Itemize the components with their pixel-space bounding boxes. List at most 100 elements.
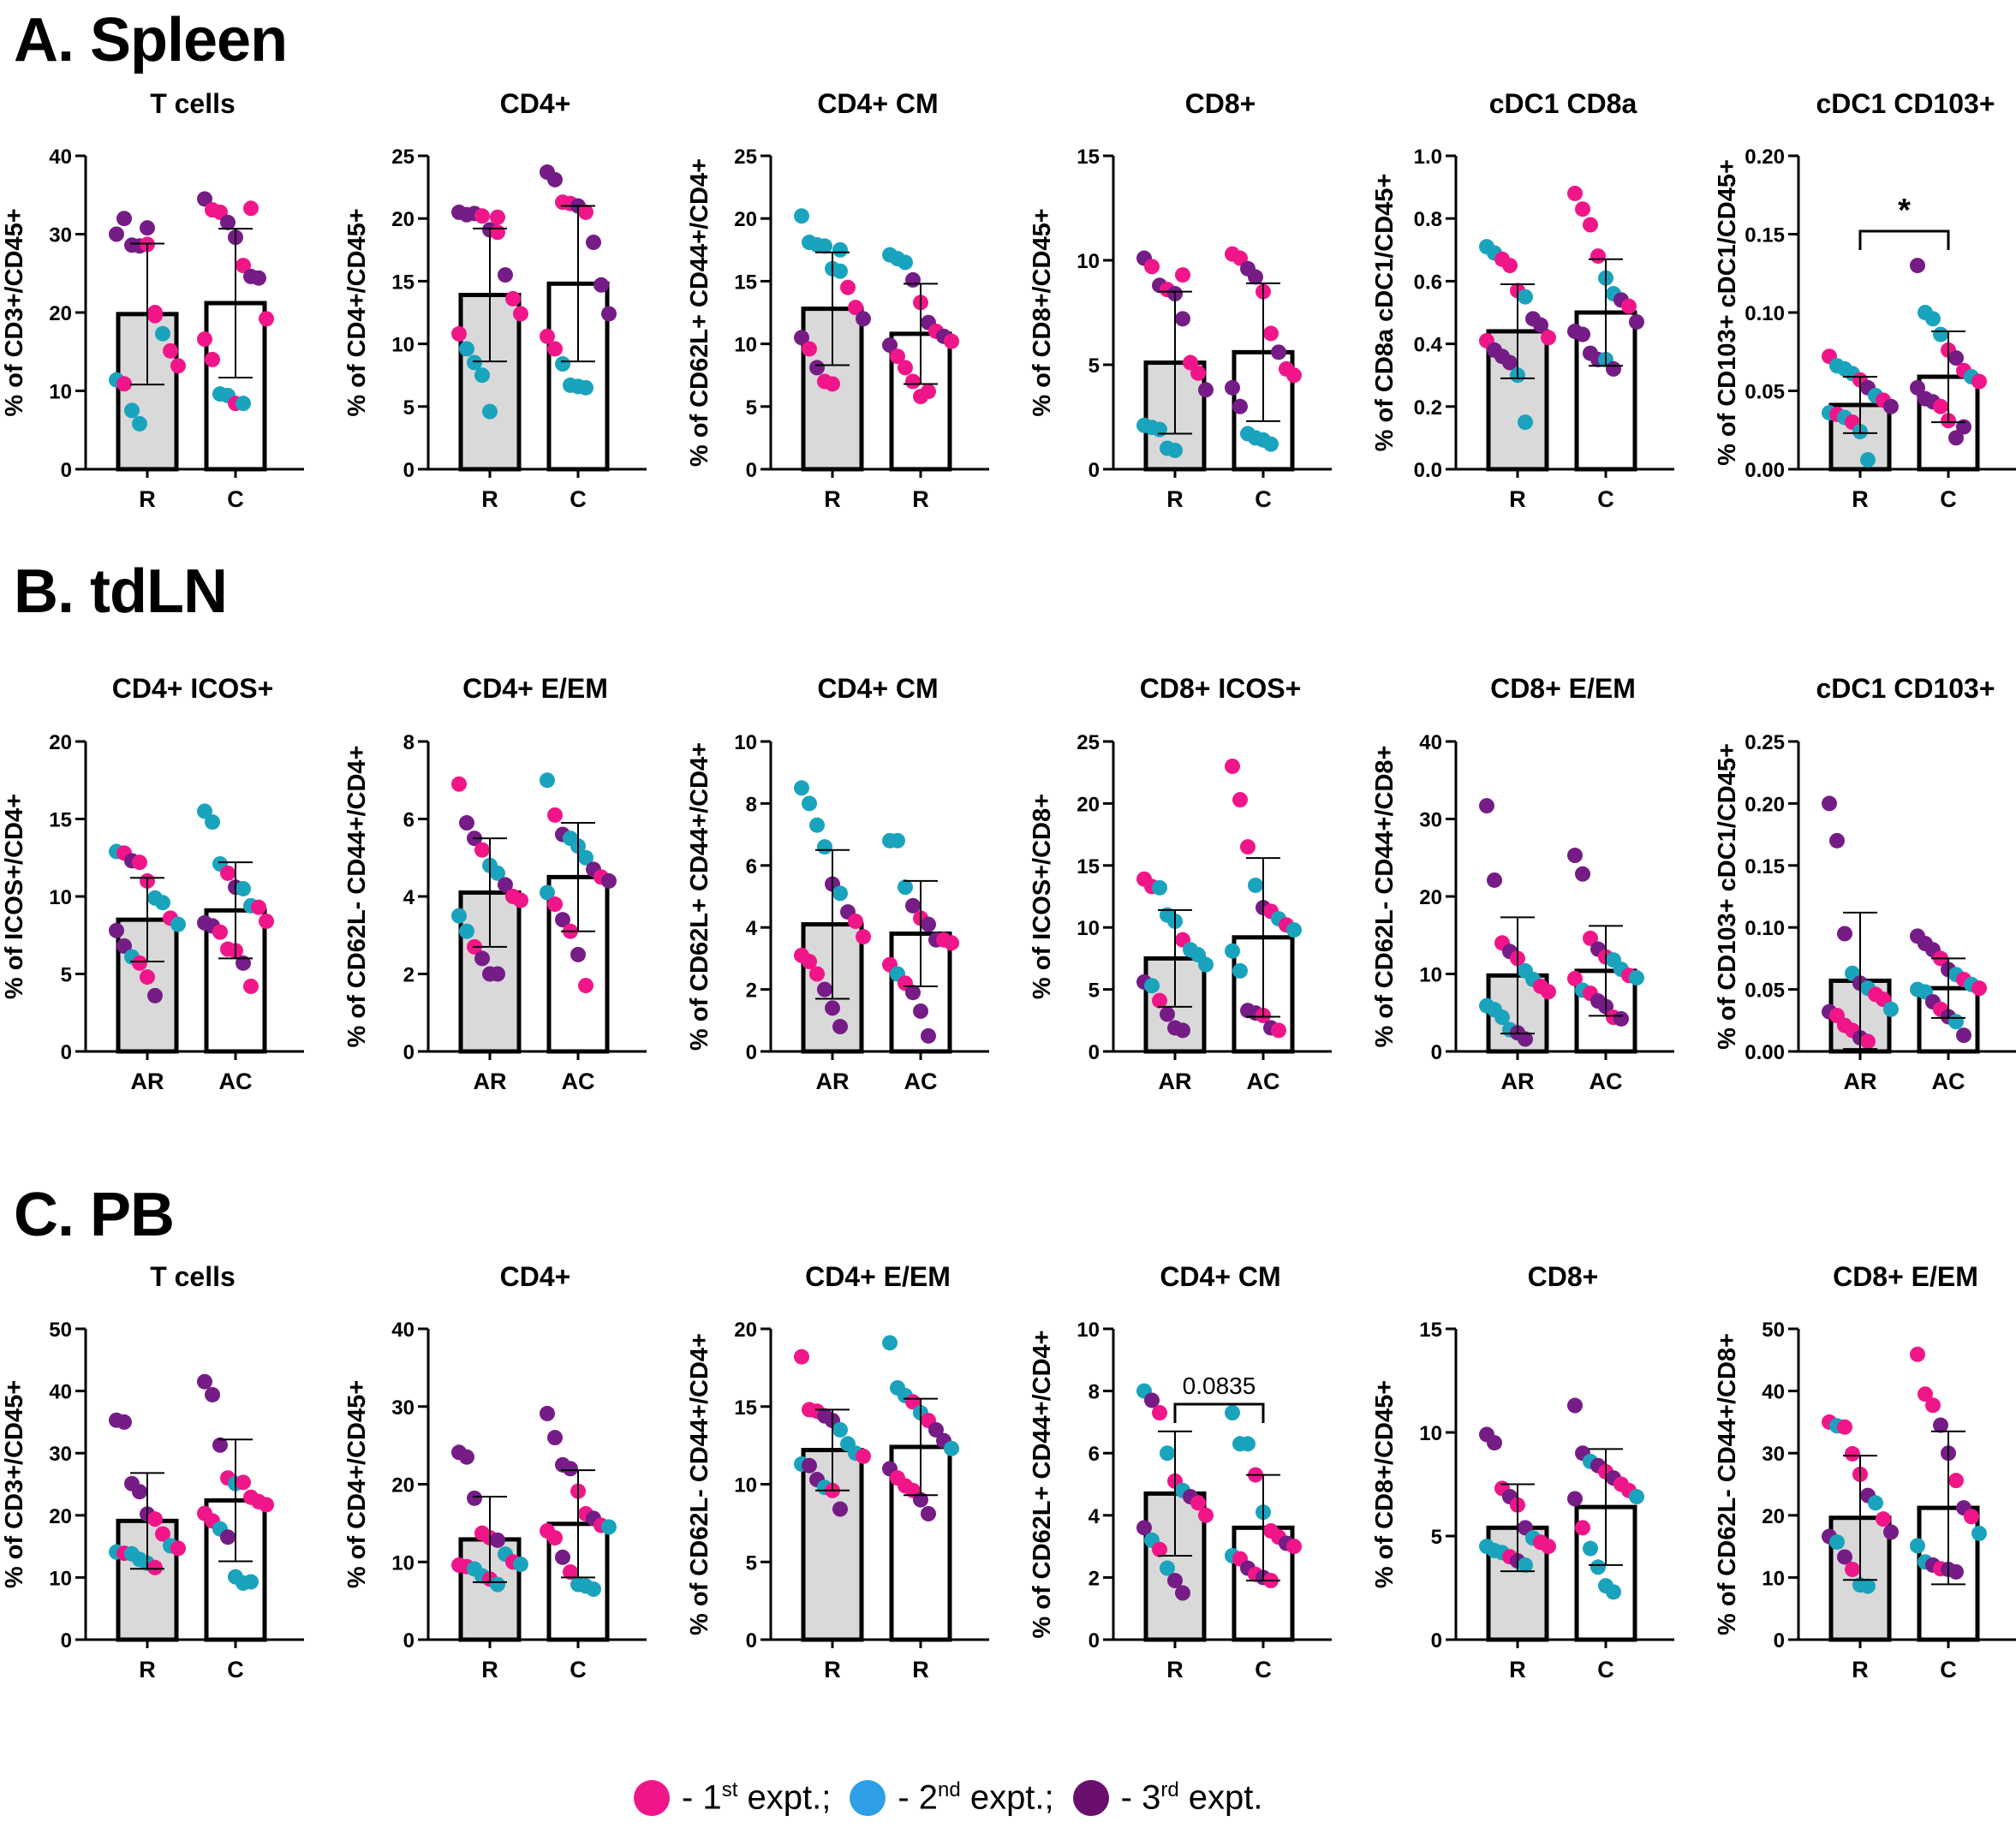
data-point — [1198, 382, 1214, 398]
chart-title: CD4+ CM — [817, 673, 938, 704]
data-point — [856, 311, 871, 327]
y-tick-label: 25 — [1077, 731, 1100, 754]
data-point — [578, 978, 593, 994]
y-tick-label: 25 — [734, 146, 757, 169]
y-tick-label: 0.15 — [1745, 224, 1785, 247]
legend-item-expt3: - 3rd expt. — [1072, 1778, 1263, 1817]
legend-dot-expt2 — [850, 1779, 886, 1816]
data-point — [1567, 1491, 1583, 1507]
y-tick-label: 15 — [1419, 1319, 1442, 1342]
data-point — [147, 987, 163, 1003]
data-point — [1971, 1525, 1987, 1541]
data-point — [459, 341, 474, 357]
data-point — [898, 360, 913, 376]
data-point — [1925, 311, 1941, 327]
data-point — [1629, 1489, 1644, 1505]
y-tick-label: 0.00 — [1745, 1041, 1785, 1064]
y-tick-label: 15 — [49, 809, 72, 832]
x-tick-label: R — [1852, 486, 1869, 512]
data-point — [1583, 217, 1598, 233]
y-tick-label: 6 — [1089, 1443, 1100, 1466]
data-point — [147, 1559, 163, 1575]
legend-label-expt3: - 3rd expt. — [1120, 1778, 1263, 1817]
chart-panel: CD4+ E/EM % of CD62L- CD44+/CD4+ 0 5 10 15 20 R… — [686, 1261, 989, 1682]
chart-title: CD8+ ICOS+ — [1140, 673, 1302, 704]
data-point — [1271, 1022, 1286, 1039]
data-point — [1518, 1031, 1533, 1047]
data-point — [555, 356, 570, 372]
x-tick-label: C — [227, 1657, 244, 1682]
data-point — [1518, 289, 1533, 305]
legend: - 1st expt.; - 2nd expt.; - 3rd expt. — [634, 1772, 1282, 1824]
y-tick-label: 0 — [746, 1041, 757, 1064]
y-tick-label: 5 — [403, 396, 415, 420]
y-tick-label: 20 — [49, 302, 72, 325]
chart-title: CD8+ — [1185, 88, 1256, 119]
data-point — [856, 929, 871, 945]
data-point — [1883, 1001, 1899, 1017]
y-tick-label: 10 — [391, 1551, 415, 1575]
chart-title: CD4+ CM — [1160, 1261, 1280, 1292]
y-tick-label: 0.25 — [1745, 731, 1785, 754]
y-tick-label: 0 — [61, 1041, 72, 1064]
data-point — [601, 306, 617, 322]
y-tick-label: 15 — [391, 271, 415, 294]
x-tick-label: C — [1940, 486, 1957, 512]
y-tick-label: 8 — [746, 793, 757, 816]
data-point — [1232, 398, 1248, 414]
chart-title: CD4+ — [500, 1261, 571, 1292]
chart-panel: CD4+ CM % of CD62L+ CD44+/CD4+ 0 2 4 6 8 10 AR AC — [686, 673, 989, 1094]
data-point — [236, 1474, 251, 1491]
data-point — [474, 367, 490, 384]
data-point — [802, 795, 817, 812]
data-point — [944, 935, 959, 951]
data-point — [490, 966, 505, 982]
chart-title: CD4+ CM — [817, 88, 938, 119]
data-point — [1175, 311, 1190, 327]
data-point — [1487, 1435, 1502, 1451]
data-point — [1240, 1436, 1256, 1452]
y-tick-label: 4 — [403, 886, 415, 909]
data-point — [490, 1576, 505, 1593]
y-tick-label: 10 — [734, 731, 757, 754]
data-point — [116, 376, 132, 392]
data-point — [794, 208, 809, 224]
data-point — [578, 849, 593, 866]
data-point — [490, 209, 505, 225]
data-point — [1248, 269, 1263, 285]
chart-title: CD8+ E/EM — [1833, 1261, 1978, 1292]
chart-panel: T cells % of CD3+/CD45+ 0 10 20 30 40 R C — [1, 88, 304, 512]
y-tick-label: 0.0 — [1414, 459, 1442, 482]
y-tick-label: 4 — [1089, 1505, 1100, 1528]
data-point — [1152, 992, 1167, 1009]
y-tick-label: 20 — [1419, 886, 1442, 909]
data-point — [890, 348, 905, 365]
data-point — [1190, 365, 1206, 381]
data-point — [1883, 398, 1899, 414]
data-point — [116, 1414, 132, 1430]
x-tick-label: AC — [1247, 1069, 1280, 1094]
data-point — [1152, 421, 1167, 438]
y-tick-label: 30 — [1419, 809, 1442, 832]
data-point — [1225, 379, 1240, 396]
data-point — [1590, 248, 1606, 265]
data-point — [451, 776, 467, 792]
chart-title: cDC1 CD103+ — [1816, 88, 1995, 119]
x-tick-label: C — [1597, 1657, 1614, 1682]
x-tick-label: AR — [474, 1069, 507, 1094]
x-tick-label: R — [824, 486, 841, 512]
data-point — [832, 1019, 848, 1035]
data-point — [1494, 1009, 1510, 1026]
data-point — [132, 1484, 147, 1500]
data-point — [1541, 1539, 1556, 1555]
data-point — [1232, 962, 1248, 979]
data-point — [944, 333, 959, 349]
y-tick-label: 30 — [49, 224, 72, 247]
data-point — [1606, 360, 1621, 377]
data-point — [905, 373, 921, 390]
data-point — [1518, 1557, 1533, 1573]
x-tick-label: AR — [1844, 1069, 1877, 1094]
x-tick-label: R — [481, 1657, 498, 1682]
data-point — [802, 1457, 817, 1474]
